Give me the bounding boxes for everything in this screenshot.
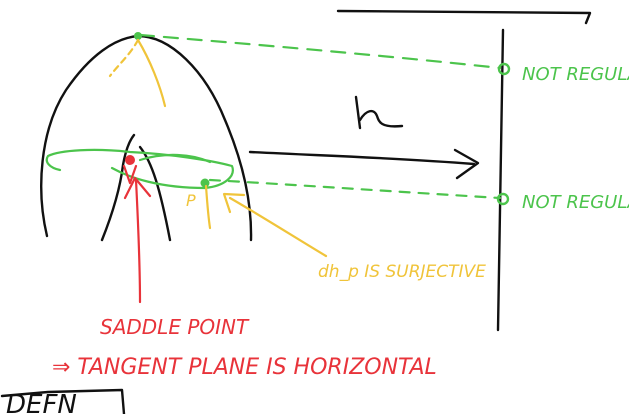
bottom-critical-value bbox=[496, 192, 510, 206]
bottom-not-regular-label: NOT REGULAR bbox=[522, 192, 629, 213]
real-axis-line bbox=[496, 28, 505, 332]
point-p bbox=[200, 178, 210, 188]
defn-box bbox=[0, 388, 126, 414]
defn-label: DEFN bbox=[6, 390, 77, 414]
saddle-arrow-shaft bbox=[134, 178, 142, 304]
saddle-arrow-head bbox=[123, 176, 152, 200]
p-label: P bbox=[186, 191, 196, 210]
saddle-tangent-line bbox=[122, 164, 138, 185]
top-critical-value bbox=[497, 62, 511, 76]
level-curve-lower bbox=[110, 166, 207, 190]
pointer-arrow-head bbox=[222, 192, 246, 214]
top-projection-line bbox=[138, 33, 502, 70]
pointer-arrow-shaft bbox=[228, 196, 328, 258]
h-label-glyph bbox=[354, 95, 404, 130]
yellow-strokes bbox=[108, 38, 328, 258]
red-strokes bbox=[122, 164, 152, 304]
level-curve-middle bbox=[45, 148, 234, 190]
middle-projection-line bbox=[208, 178, 502, 200]
surjective-label: dh_p IS SURJECTIVE bbox=[318, 262, 486, 282]
torus-inner-right bbox=[138, 145, 172, 242]
top-frame-line bbox=[336, 9, 592, 25]
saddle-point-label: SADDLE POINT bbox=[100, 315, 250, 339]
level-curve-inner bbox=[138, 153, 212, 164]
saddle-point bbox=[125, 155, 135, 165]
black-strokes bbox=[0, 9, 592, 414]
map-arrow-shaft bbox=[248, 150, 476, 166]
tangent-plane-label: ⇒ TANGENT PLANE IS HORIZONTAL bbox=[52, 355, 437, 380]
top-critical-point bbox=[134, 32, 142, 40]
green-strokes: NOT REGULAR NOT REGULAR bbox=[45, 33, 629, 213]
torus-outline bbox=[40, 34, 253, 242]
top-tangent-stroke bbox=[136, 38, 167, 108]
top-tangent-line bbox=[108, 38, 140, 78]
top-not-regular-label: NOT REGULAR bbox=[522, 64, 629, 85]
p-tangent-line bbox=[204, 184, 212, 230]
map-arrow-head bbox=[453, 148, 480, 180]
torus-inner-left bbox=[100, 133, 136, 242]
